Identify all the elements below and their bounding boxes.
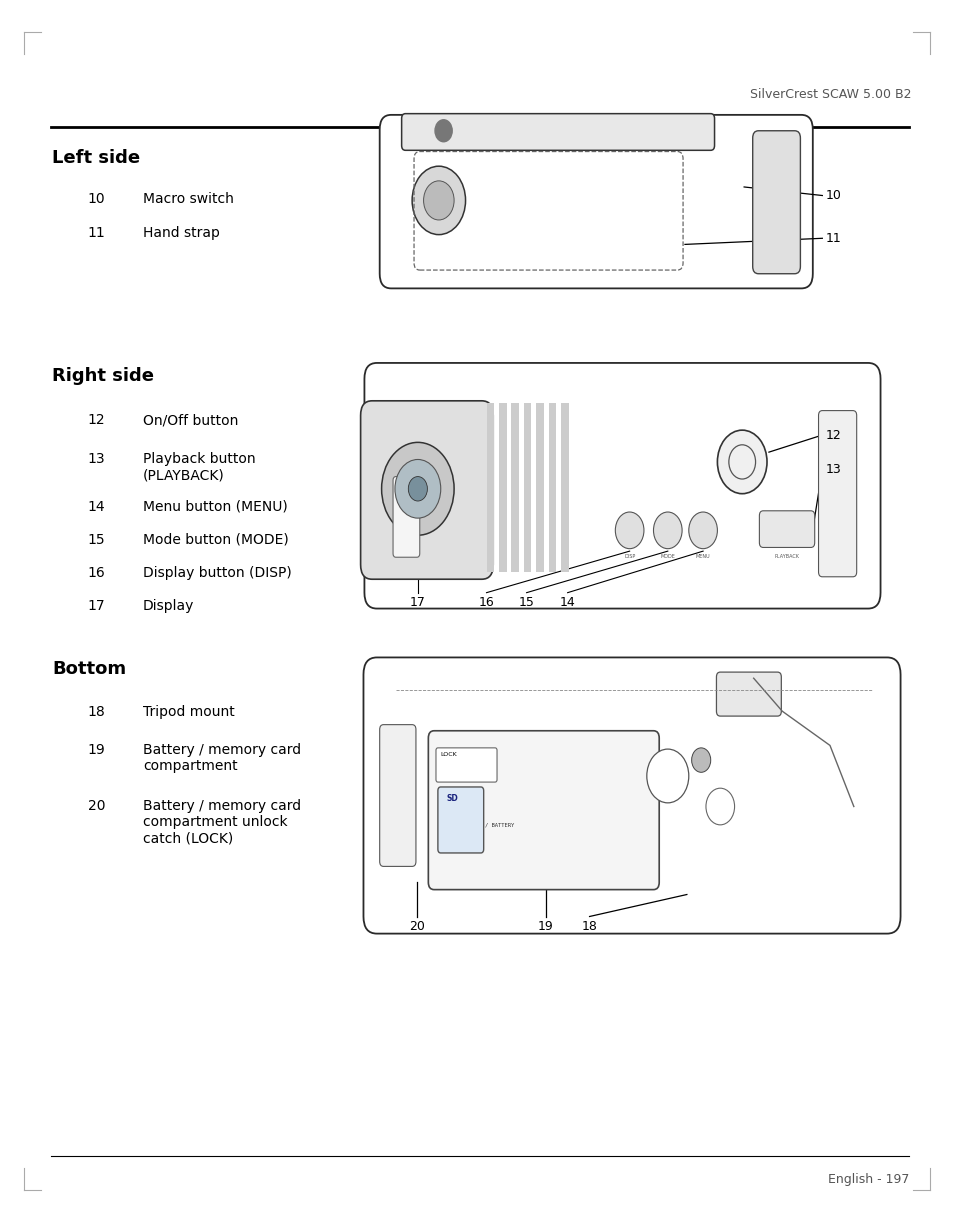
Text: 17: 17 [410, 596, 425, 610]
Circle shape [615, 512, 643, 549]
Circle shape [423, 181, 454, 220]
Text: Right side: Right side [52, 367, 154, 385]
Text: MENU: MENU [695, 554, 710, 558]
Circle shape [435, 120, 452, 142]
Text: Playback button
(PLAYBACK): Playback button (PLAYBACK) [143, 452, 255, 483]
Text: MODE: MODE [659, 554, 675, 558]
Bar [486, 403, 494, 572]
Text: Tripod mount: Tripod mount [143, 705, 234, 719]
FancyBboxPatch shape [379, 725, 416, 866]
Text: 10: 10 [88, 192, 105, 205]
Text: Left side: Left side [52, 149, 140, 167]
Circle shape [653, 512, 681, 549]
FancyBboxPatch shape [363, 657, 900, 934]
FancyBboxPatch shape [818, 411, 856, 577]
Bar [560, 403, 568, 572]
Text: Battery / memory card
compartment unlock
catch (LOCK): Battery / memory card compartment unlock… [143, 799, 301, 846]
FancyBboxPatch shape [752, 131, 800, 274]
Text: 16: 16 [88, 566, 106, 579]
FancyBboxPatch shape [716, 672, 781, 716]
Bar [511, 403, 518, 572]
Circle shape [691, 748, 710, 772]
Text: Macro switch: Macro switch [143, 192, 233, 205]
Bar [536, 403, 543, 572]
Text: 12: 12 [824, 429, 841, 441]
Bar [498, 403, 506, 572]
FancyBboxPatch shape [759, 511, 814, 547]
Circle shape [381, 442, 454, 535]
Text: SilverCrest SCAW 5.00 B2: SilverCrest SCAW 5.00 B2 [749, 88, 910, 101]
Text: 14: 14 [559, 596, 575, 610]
Text: 13: 13 [88, 452, 105, 466]
Text: LOCK: LOCK [440, 752, 457, 756]
Text: On/Off button: On/Off button [143, 413, 238, 426]
Circle shape [646, 749, 688, 803]
FancyBboxPatch shape [401, 114, 714, 150]
Circle shape [408, 477, 427, 501]
FancyBboxPatch shape [379, 115, 812, 288]
Text: 19: 19 [88, 743, 106, 756]
FancyBboxPatch shape [364, 363, 880, 609]
Circle shape [412, 166, 465, 235]
Text: 13: 13 [824, 463, 841, 475]
Text: 12: 12 [88, 413, 105, 426]
Circle shape [717, 430, 766, 494]
Text: 14: 14 [88, 500, 105, 513]
Text: SD: SD [446, 794, 457, 803]
Text: Mode button (MODE): Mode button (MODE) [143, 533, 289, 546]
Text: 15: 15 [518, 596, 534, 610]
Text: Hand strap: Hand strap [143, 226, 220, 240]
Text: 11: 11 [88, 226, 106, 240]
Text: Battery / memory card
compartment: Battery / memory card compartment [143, 743, 301, 774]
Text: 19: 19 [537, 920, 553, 934]
FancyBboxPatch shape [360, 401, 493, 579]
Circle shape [395, 459, 440, 518]
Text: 11: 11 [824, 232, 841, 244]
Text: Menu button (MENU): Menu button (MENU) [143, 500, 288, 513]
Text: 20: 20 [88, 799, 105, 813]
Text: PLAYBACK: PLAYBACK [774, 554, 799, 558]
Text: Bottom: Bottom [52, 660, 127, 678]
Text: 20: 20 [409, 920, 424, 934]
FancyBboxPatch shape [428, 731, 659, 890]
Circle shape [688, 512, 717, 549]
Text: 15: 15 [88, 533, 105, 546]
Text: 18: 18 [88, 705, 106, 719]
Text: 16: 16 [478, 596, 494, 610]
FancyBboxPatch shape [393, 477, 419, 557]
Text: 10: 10 [824, 189, 841, 202]
Bar [548, 403, 556, 572]
FancyBboxPatch shape [436, 748, 497, 782]
Text: Display: Display [143, 599, 194, 612]
Text: 17: 17 [88, 599, 105, 612]
Text: DISP: DISP [623, 554, 635, 558]
Text: 18: 18 [581, 920, 597, 934]
Text: / BATTERY: / BATTERY [484, 822, 514, 827]
FancyBboxPatch shape [437, 787, 483, 853]
Bar [523, 403, 531, 572]
Text: English - 197: English - 197 [827, 1173, 908, 1187]
Text: Display button (DISP): Display button (DISP) [143, 566, 292, 579]
